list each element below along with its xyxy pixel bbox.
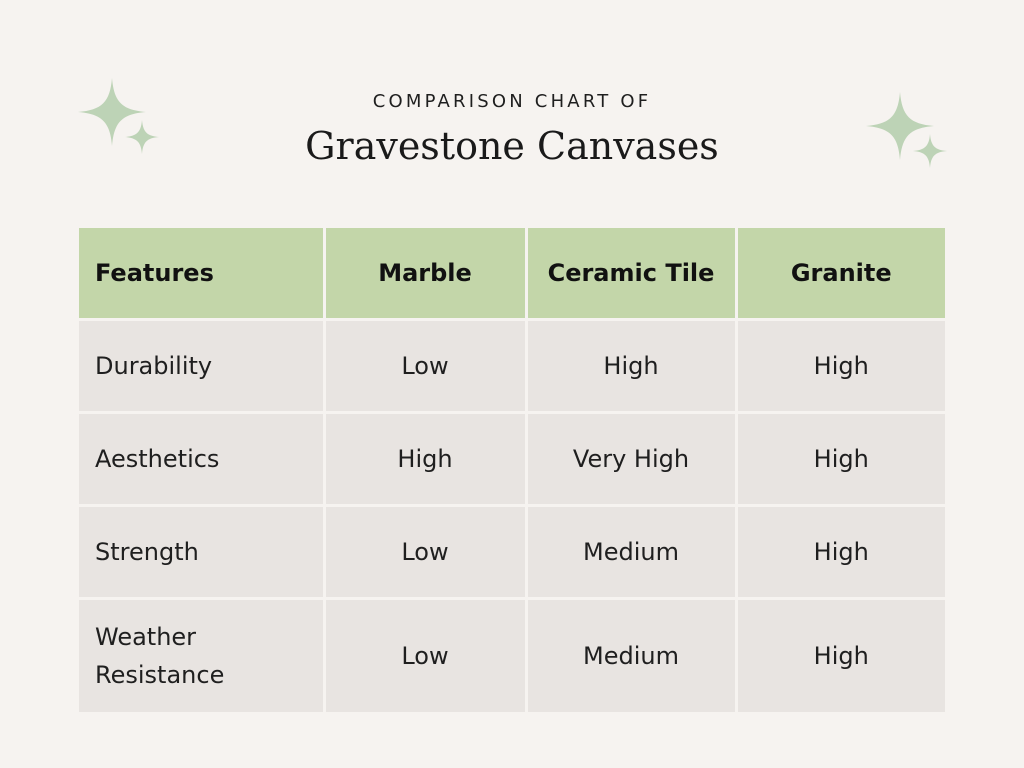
table-cell: Very High	[524, 411, 738, 507]
table-header-row: Features Marble Ceramic Tile Granite	[79, 228, 945, 321]
table-cell: High	[524, 318, 738, 414]
table-cell: High	[734, 597, 945, 712]
table-cell: Medium	[524, 504, 738, 600]
page-title: Gravestone Canvases	[305, 124, 719, 168]
sparkle-icon	[866, 92, 947, 168]
page-header: COMPARISON CHART OF Gravestone Canvases	[0, 88, 1024, 174]
row-label: Durability	[79, 318, 326, 414]
row-label: Strength	[79, 504, 326, 600]
table-row: Weather Resistance Low Medium High	[79, 597, 945, 712]
table-row: Strength Low Medium High	[79, 504, 945, 600]
page-subtitle: COMPARISON CHART OF	[372, 91, 652, 112]
sparkle-icon	[78, 78, 159, 154]
table-cell: Low	[322, 504, 528, 600]
column-header-marble: Marble	[322, 228, 528, 321]
table-cell: High	[734, 411, 945, 507]
row-label: Weather Resistance	[79, 597, 326, 712]
table-cell: Low	[322, 597, 528, 712]
comparison-table-container: Features Marble Ceramic Tile Granite Dur…	[79, 228, 945, 712]
row-label: Aesthetics	[79, 411, 326, 507]
comparison-table: Features Marble Ceramic Tile Granite Dur…	[79, 228, 945, 712]
table-row: Aesthetics High Very High High	[79, 411, 945, 507]
column-header-granite: Granite	[734, 228, 945, 321]
column-header-features: Features	[79, 228, 326, 321]
table-row: Durability Low High High	[79, 318, 945, 414]
column-header-ceramic-tile: Ceramic Tile	[524, 228, 738, 321]
table-cell: Low	[322, 318, 528, 414]
table-cell: High	[322, 411, 528, 507]
table-cell: Medium	[524, 597, 738, 712]
table-cell: High	[734, 318, 945, 414]
table-cell: High	[734, 504, 945, 600]
